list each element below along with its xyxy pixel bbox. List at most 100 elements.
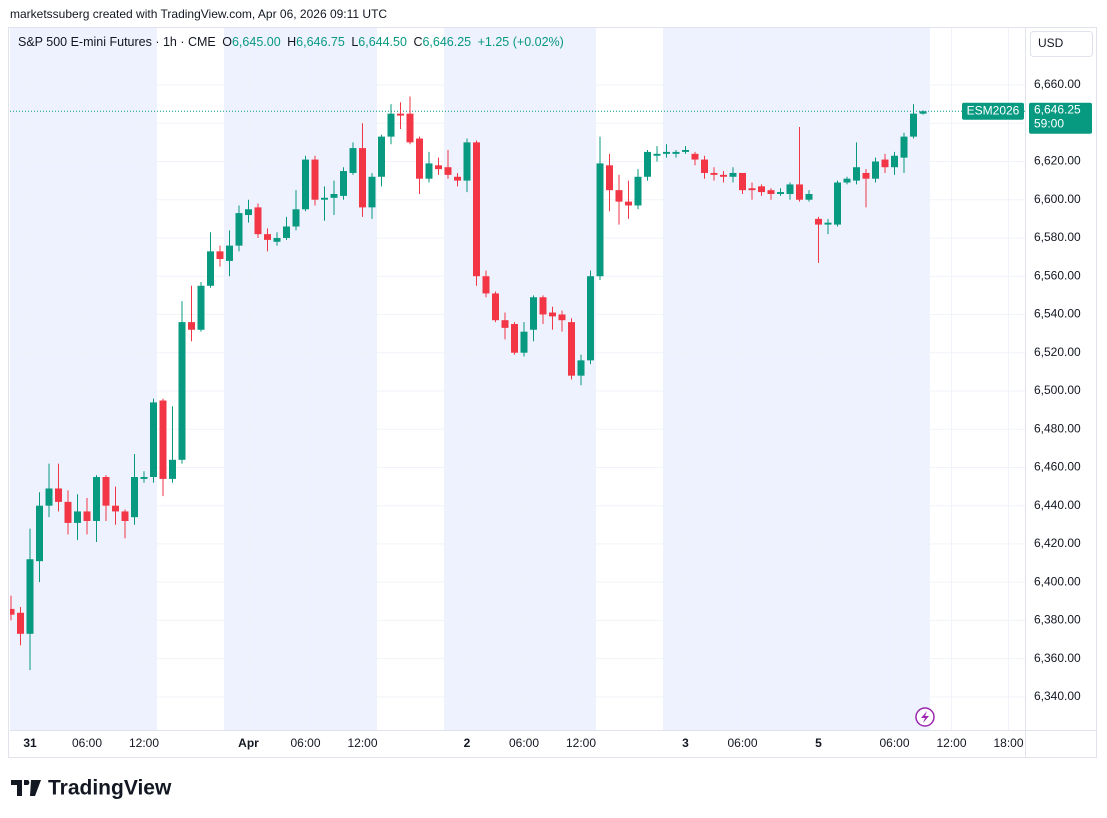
y-tick-label: 6,660.00 [1034,77,1081,91]
price-tag: ESM2026 6,646.25 59:00 [962,102,1092,134]
y-tick-label: 6,540.00 [1034,307,1081,321]
candle-body [330,193,338,198]
candle-body [235,213,243,246]
candle-body [55,488,62,502]
candle-body [425,163,433,179]
candle-body [701,159,708,173]
candle-body [615,190,623,202]
candle-body [26,559,34,634]
candle-body [159,400,167,479]
candle-body [435,165,442,170]
ohlc-label: H [287,35,296,49]
candle-body [653,153,661,156]
candle-body [254,207,262,235]
candle-body [520,331,528,353]
y-tick-label: 6,580.00 [1034,230,1081,244]
candle-body [853,167,860,181]
candle-body [919,111,927,114]
candle-body [862,172,870,179]
ohlc-value: 6,644.50 [358,35,407,49]
candle-body [311,159,319,200]
candle-body [739,172,746,191]
candle-body [549,312,556,317]
y-tick-label: 6,400.00 [1034,574,1081,588]
candle-body [102,477,110,506]
attribution: marketssuberg created with TradingView.c… [10,7,387,21]
axes: 6,340.00 6,360.00 6,380.00 6,400.00 6,420.00… [23,77,1081,750]
candle-body [444,167,452,175]
candle-body [406,113,414,143]
candle-body [74,511,81,523]
event-bolt[interactable] [921,711,929,723]
x-tick-label: 06:00 [72,736,102,750]
candle-body [796,184,803,200]
currency-button[interactable] [1030,31,1093,57]
candle-body [777,192,784,194]
currency[interactable]: USD [1038,36,1064,50]
candle-body [872,161,879,179]
candle-body [786,184,794,194]
symbol-tag-text: ESM2026 [967,103,1020,117]
candle-body [691,153,699,160]
y-tick-label: 6,500.00 [1034,383,1081,397]
candle-body [93,477,100,521]
candle-body [150,402,157,478]
candle-body [634,176,642,206]
candle-body [140,477,148,479]
change: +1.25 (+0.02%) [478,35,564,49]
ohlc-label: C [413,35,422,49]
price-tag-countdown: 59:00 [1034,116,1064,130]
candle-body [530,297,537,330]
candle-body [501,320,509,328]
candle-body [644,151,651,177]
y-tick-label: 6,520.00 [1034,345,1081,359]
x-tick-label: 2 [464,736,471,750]
x-tick-label: 12:00 [566,736,596,750]
candle-body [112,505,119,512]
candle-body [121,511,129,521]
x-tick-label: 06:00 [509,736,539,750]
x-tick-label: 12:00 [936,736,966,750]
x-tick-label: 06:00 [290,736,320,750]
candle-body [758,186,765,193]
candle-body [606,165,613,191]
candle-body [64,501,72,523]
candle-body [511,324,518,353]
candle-body [378,136,385,177]
candle-body [805,193,813,200]
candle-body [10,608,15,615]
candle-body [568,322,575,376]
y-tick-label: 6,440.00 [1034,498,1081,512]
candle-body [587,276,594,361]
candle-body [368,176,376,208]
price-tag-price: 6,646.25 [1034,102,1081,116]
candle-body [359,148,366,208]
candle-body [226,245,233,261]
candle-body [463,142,471,181]
y-tick-label: 6,360.00 [1034,651,1081,665]
y-tick-label: 6,620.00 [1034,154,1081,168]
candle-body [131,477,138,518]
y-tick-label: 6,480.00 [1034,421,1081,435]
candle-body [17,612,24,634]
candle-body [577,360,585,376]
candle-body [416,138,423,179]
y-tick-label: 6,340.00 [1034,689,1081,703]
y-tick-label: 6,600.00 [1034,192,1081,206]
x-tick-label: 06:00 [879,736,909,750]
x-tick-label: 06:00 [727,736,757,750]
y-tick-label: 6,460.00 [1034,460,1081,474]
candle-body [283,226,290,238]
candle-body [302,159,309,210]
event-icon[interactable] [915,707,935,727]
candle-body [273,237,281,242]
candle-body [197,285,205,330]
candle-body [178,322,186,460]
x-tick-label: 3 [682,736,689,750]
ohlc-label: O [222,35,232,49]
candle-body [83,511,91,521]
candle-body [292,209,300,227]
candles [10,96,927,671]
